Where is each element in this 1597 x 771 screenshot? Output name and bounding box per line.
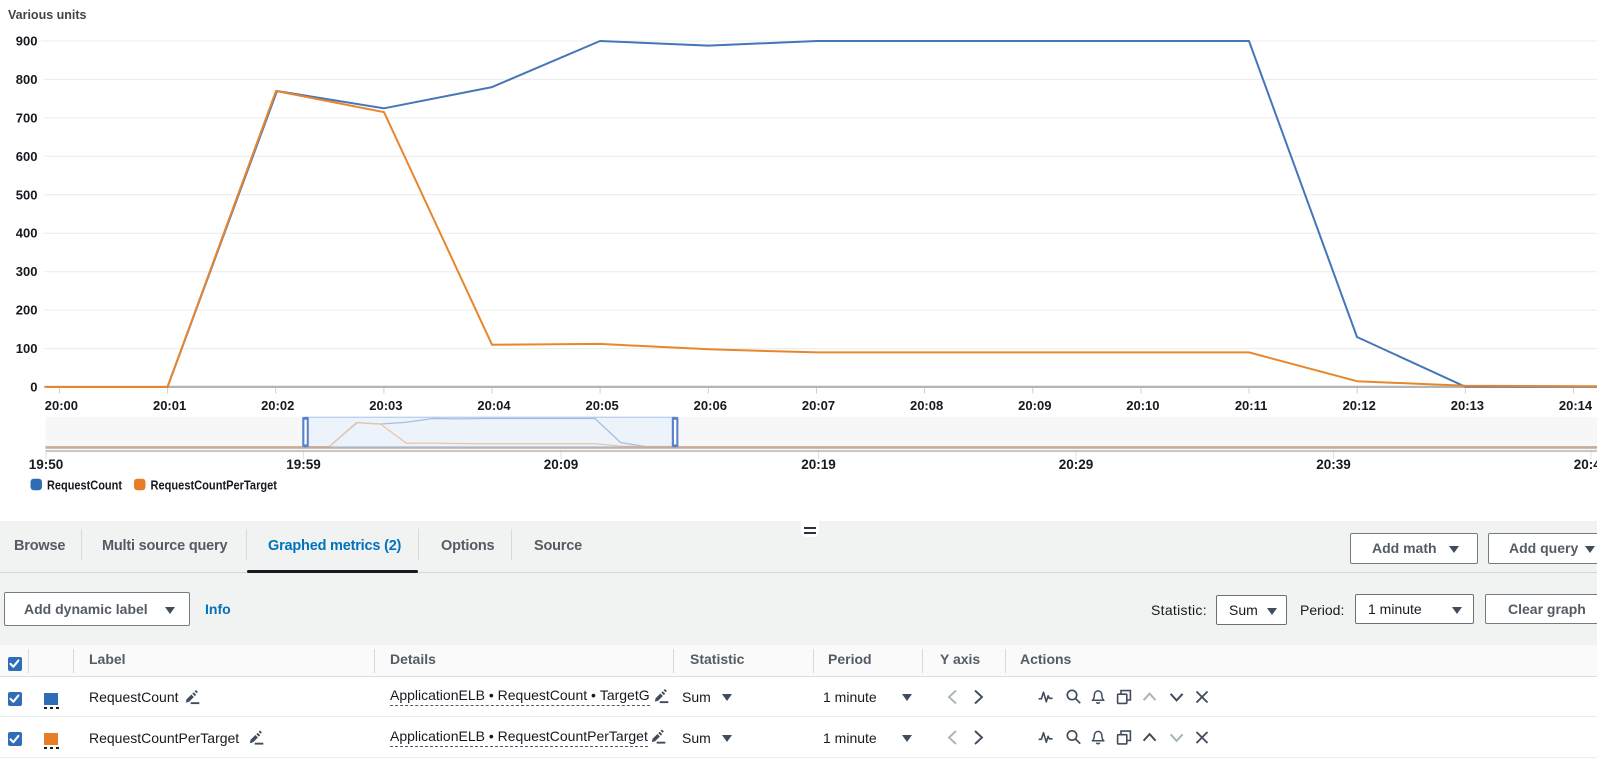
svg-text:300: 300 (16, 264, 38, 279)
svg-text:900: 900 (16, 34, 38, 49)
svg-text:400: 400 (16, 226, 38, 241)
svg-text:100: 100 (16, 341, 38, 356)
svg-text:RequestCount: RequestCount (47, 479, 123, 493)
svg-text:Various units: Various units (8, 8, 87, 22)
svg-text:20:29: 20:29 (1059, 457, 1094, 472)
svg-text:20:09: 20:09 (544, 457, 579, 472)
svg-text:20:08: 20:08 (910, 398, 943, 413)
svg-text:200: 200 (16, 303, 38, 318)
svg-text:20:01: 20:01 (153, 398, 186, 413)
svg-text:20:05: 20:05 (585, 398, 618, 413)
svg-text:600: 600 (16, 149, 38, 164)
svg-text:20:39: 20:39 (1316, 457, 1351, 472)
svg-text:20:12: 20:12 (1343, 398, 1376, 413)
svg-text:20:04: 20:04 (477, 398, 511, 413)
svg-text:19:59: 19:59 (286, 457, 321, 472)
svg-text:19:50: 19:50 (29, 457, 64, 472)
svg-text:20:06: 20:06 (694, 398, 727, 413)
svg-text:RequestCountPerTarget: RequestCountPerTarget (151, 479, 278, 493)
svg-text:20:07: 20:07 (802, 398, 835, 413)
svg-text:20:19: 20:19 (801, 457, 836, 472)
svg-text:20:02: 20:02 (261, 398, 294, 413)
svg-text:800: 800 (16, 72, 38, 87)
svg-text:20:09: 20:09 (1018, 398, 1051, 413)
svg-text:20:03: 20:03 (369, 398, 402, 413)
svg-text:700: 700 (16, 110, 38, 125)
svg-text:20:13: 20:13 (1451, 398, 1484, 413)
svg-text:20:11: 20:11 (1235, 398, 1268, 413)
svg-text:0: 0 (30, 380, 37, 395)
svg-text:500: 500 (16, 187, 38, 202)
svg-text:20:10: 20:10 (1126, 398, 1159, 413)
svg-text:20:49: 20:49 (1574, 457, 1597, 472)
svg-text:20:00: 20:00 (45, 398, 78, 413)
svg-text:20:14: 20:14 (1559, 398, 1593, 413)
